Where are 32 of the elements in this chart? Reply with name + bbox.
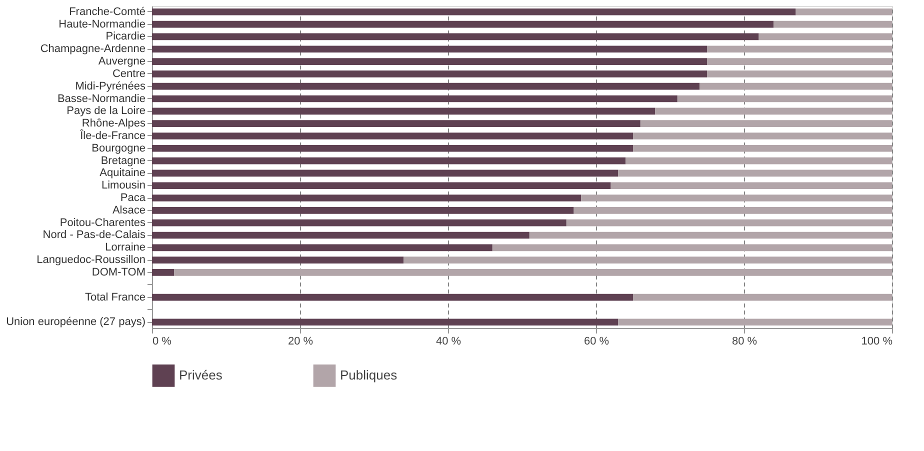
y-tick-label: Bourgogne: [92, 142, 146, 154]
y-tick-label: Nord - Pas-de-Calais: [42, 229, 146, 242]
legend-label: Publiques: [340, 368, 398, 383]
y-tick-label: Champagne-Ardenne: [40, 43, 146, 56]
x-tick-label: 20 %: [288, 336, 314, 348]
x-tick-label: 40 %: [436, 336, 462, 348]
y-tick-label: Limousin: [101, 180, 146, 192]
y-tick-label: Franche-Comté: [69, 6, 146, 18]
y-tick-label: Aquitaine: [100, 167, 146, 180]
y-tick-label: Paca: [120, 192, 146, 204]
y-tick-label: DOM-TOM: [92, 266, 146, 278]
y-tick-label: Pays de la Loire: [66, 105, 146, 118]
y-tick-label: Languedoc-Roussillon: [36, 254, 146, 266]
y-tick-label: Auvergne: [98, 56, 146, 68]
x-tick-label: 60 %: [584, 336, 610, 348]
y-tick-label: Bretagne: [100, 154, 146, 167]
y-tick-label: Union européenne (27 pays): [6, 316, 146, 328]
x-tick-label: 0 %: [152, 336, 172, 348]
y-tick-label: Basse-Normandie: [57, 92, 146, 105]
y-tick-label: Midi-Pyrénées: [75, 80, 146, 92]
y-tick-label: Poitou-Charentes: [60, 216, 146, 229]
legend-label: Privées: [179, 368, 223, 383]
y-tick-label: Alsace: [112, 204, 146, 216]
y-tick-label: Haute-Normandie: [58, 18, 146, 30]
y-tick-label: Lorraine: [105, 242, 146, 254]
x-tick-label: 100 %: [861, 336, 893, 348]
y-tick-label: Rhône-Alpes: [82, 118, 146, 130]
y-tick-label: Total France: [84, 291, 146, 304]
y-tick-label: Picardie: [106, 30, 146, 43]
y-tick-label: Île-de-France: [79, 128, 146, 142]
y-tick-label: Centre: [112, 68, 146, 80]
x-tick-label: 80 %: [732, 336, 758, 348]
